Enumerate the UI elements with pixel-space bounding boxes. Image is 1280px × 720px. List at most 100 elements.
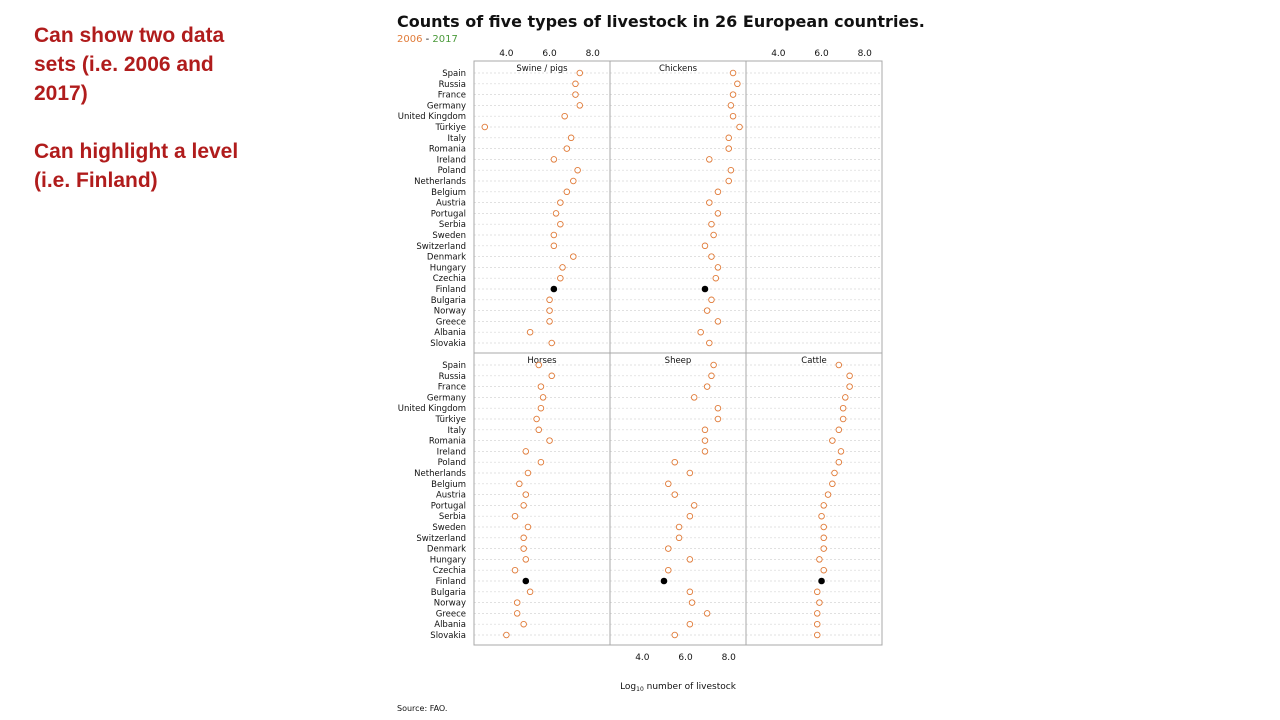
data-point-sheep — [714, 404, 722, 412]
data-point-cattle — [824, 491, 832, 498]
data-point-sheep — [665, 480, 672, 488]
data-point-chickens — [727, 166, 735, 174]
legend-separator: - — [422, 34, 432, 45]
data-point-swine-pigs — [572, 80, 579, 88]
x-tick-label: 8.0 — [586, 49, 601, 59]
country-label: Greece — [436, 609, 466, 619]
data-point-horses — [535, 361, 543, 369]
country-label: Finland — [436, 285, 466, 295]
data-point-sheep — [671, 631, 679, 639]
data-point-cattle — [835, 426, 843, 434]
data-point-chickens — [736, 123, 743, 131]
data-point-swine-pigs — [563, 188, 571, 196]
data-point-swine-pigs — [570, 253, 577, 260]
data-point-swine-pigs — [576, 102, 584, 109]
data-point-sheep — [703, 610, 711, 617]
data-point-cattle — [813, 620, 821, 628]
source-note: Source: FAO. — [397, 704, 447, 713]
country-label: Portugal — [431, 501, 466, 511]
data-point-chickens — [706, 199, 713, 206]
data-point-chickens — [714, 264, 722, 271]
data-point-swine-pigs — [550, 242, 558, 250]
data-point-horses — [513, 610, 521, 617]
data-point-cattle — [820, 566, 827, 574]
country-label: Czechia — [433, 566, 466, 576]
data-point-cattle — [831, 469, 838, 477]
country-label: Norway — [434, 307, 466, 317]
country-label: Netherlands — [414, 177, 466, 187]
data-point-sheep — [675, 534, 683, 542]
country-label: Romania — [429, 437, 466, 447]
data-point-horses — [516, 480, 523, 488]
data-point-sheep — [686, 620, 694, 628]
data-point-horses — [513, 599, 521, 606]
data-point-sheep — [703, 383, 711, 390]
data-point-swine-pigs — [567, 134, 575, 142]
data-point-sheep — [671, 458, 679, 466]
country-label: Germany — [427, 101, 466, 111]
data-point-cattle — [813, 631, 821, 639]
data-point-chickens — [706, 156, 713, 163]
data-point-horses — [511, 566, 519, 574]
chart-subtitle: 2006 - 2017 — [397, 34, 458, 45]
panel-title-sheep: Sheep — [665, 356, 692, 366]
country-label: United Kingdom — [398, 112, 466, 122]
data-point-chickens — [729, 69, 737, 77]
data-point-sheep — [686, 588, 694, 596]
data-point-cattle — [839, 404, 847, 412]
panel-frame-chickens — [609, 60, 747, 354]
data-point-chickens — [729, 91, 737, 98]
country-label: Italy — [448, 426, 466, 436]
country-label: Spain — [442, 69, 466, 79]
data-point-swine-pigs — [550, 231, 558, 239]
data-point-sheep — [675, 523, 683, 531]
data-point-cattle — [829, 480, 836, 488]
data-point-swine-pigs — [557, 220, 564, 228]
country-label: Netherlands — [414, 469, 466, 479]
data-point-chickens — [712, 274, 720, 282]
highlight-point-chickens — [701, 285, 709, 293]
country-label: Bulgaria — [431, 588, 466, 598]
data-point-horses — [548, 372, 555, 380]
highlight-point-sheep — [660, 577, 668, 585]
country-label: Czechia — [433, 274, 466, 284]
data-point-chickens — [706, 339, 713, 347]
data-point-chickens — [714, 210, 722, 217]
x-tick-label: 4.0 — [635, 653, 650, 663]
data-point-chickens — [729, 112, 737, 120]
panel-title-horses: Horses — [527, 356, 557, 366]
chart-title: Counts of five types of livestock in 26 … — [397, 12, 925, 31]
data-point-cattle — [837, 448, 845, 455]
data-point-chickens — [710, 231, 717, 239]
data-point-swine-pigs — [559, 264, 566, 271]
data-point-chickens — [725, 134, 732, 142]
data-point-swine-pigs — [572, 91, 579, 98]
note-two-datasets: Can show two data sets (i.e. 2006 and 20… — [34, 24, 225, 105]
panel-title-chickens: Chickens — [659, 64, 698, 74]
country-label: Türkiye — [435, 415, 466, 425]
country-label: Sweden — [432, 523, 466, 533]
data-point-horses — [522, 491, 530, 498]
panel-frame-swine-pigs — [473, 60, 611, 354]
country-label: Poland — [438, 458, 466, 468]
data-point-sheep — [708, 372, 715, 380]
panel-frame-cattle — [745, 352, 883, 646]
data-point-horses — [537, 383, 545, 390]
data-point-cattle — [813, 610, 821, 617]
country-label: Serbia — [439, 220, 466, 230]
data-point-sheep — [710, 361, 717, 369]
country-label: Norway — [434, 599, 466, 609]
data-point-horses — [520, 534, 527, 542]
data-point-chickens — [701, 242, 709, 250]
x-tick-label: 4.0 — [499, 49, 514, 59]
country-label: Türkiye — [435, 123, 466, 133]
data-point-horses — [526, 588, 534, 596]
data-point-chickens — [708, 220, 715, 228]
highlight-point-horses — [522, 577, 530, 585]
country-label: Austria — [436, 199, 466, 209]
data-point-horses — [520, 620, 527, 628]
data-point-sheep — [671, 491, 679, 498]
country-label: Belgium — [431, 188, 466, 198]
data-point-sheep — [690, 502, 698, 509]
